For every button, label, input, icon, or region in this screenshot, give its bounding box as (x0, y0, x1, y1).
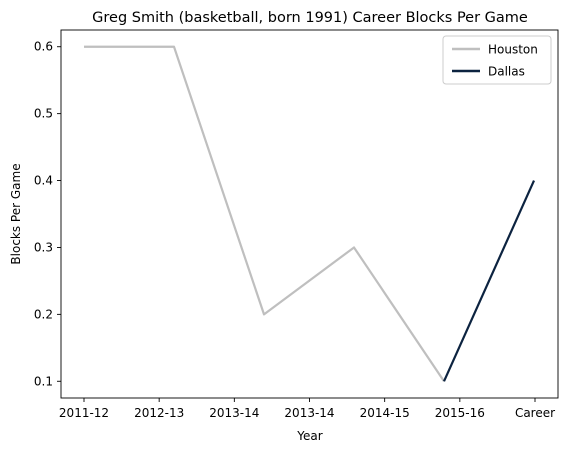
x-tick-label: 2015-16 (435, 406, 485, 420)
x-tick-label: 2012-13 (134, 406, 184, 420)
x-axis: 2011-12 2012-13 2013-14 2013-14 2014-15 2015-… (59, 398, 555, 420)
x-tick-label: 2014-15 (360, 406, 410, 420)
x-tick-label: Career (515, 406, 555, 420)
series-layer (84, 45, 536, 382)
y-tick-label: 0.2 (34, 307, 53, 321)
y-tick-label: 0.1 (34, 374, 53, 388)
series-line-dallas (442, 180, 536, 382)
x-tick-label: 2013-14 (284, 406, 334, 420)
chart-title: Greg Smith (basketball, born 1991) Caree… (92, 10, 528, 26)
y-axis: 0.1 0.2 0.3 0.4 0.5 0.6 (34, 40, 61, 388)
y-tick-label: 0.5 (34, 107, 53, 121)
plot-frame (60, 29, 559, 399)
y-tick-label: 0.3 (34, 240, 53, 254)
series-line-houston (84, 45, 445, 382)
legend-label-dallas: Dallas (488, 65, 525, 79)
x-tick-label: 2011-12 (59, 406, 109, 420)
x-axis-label: Year (296, 429, 322, 443)
y-axis-label: Blocks Per Game (9, 163, 23, 264)
x-tick-label: 2013-14 (209, 406, 259, 420)
legend-label-houston: Houston (488, 43, 538, 57)
legend: Houston Dallas (442, 35, 552, 85)
y-tick-label: 0.6 (34, 40, 53, 54)
y-tick-label: 0.4 (34, 174, 53, 188)
